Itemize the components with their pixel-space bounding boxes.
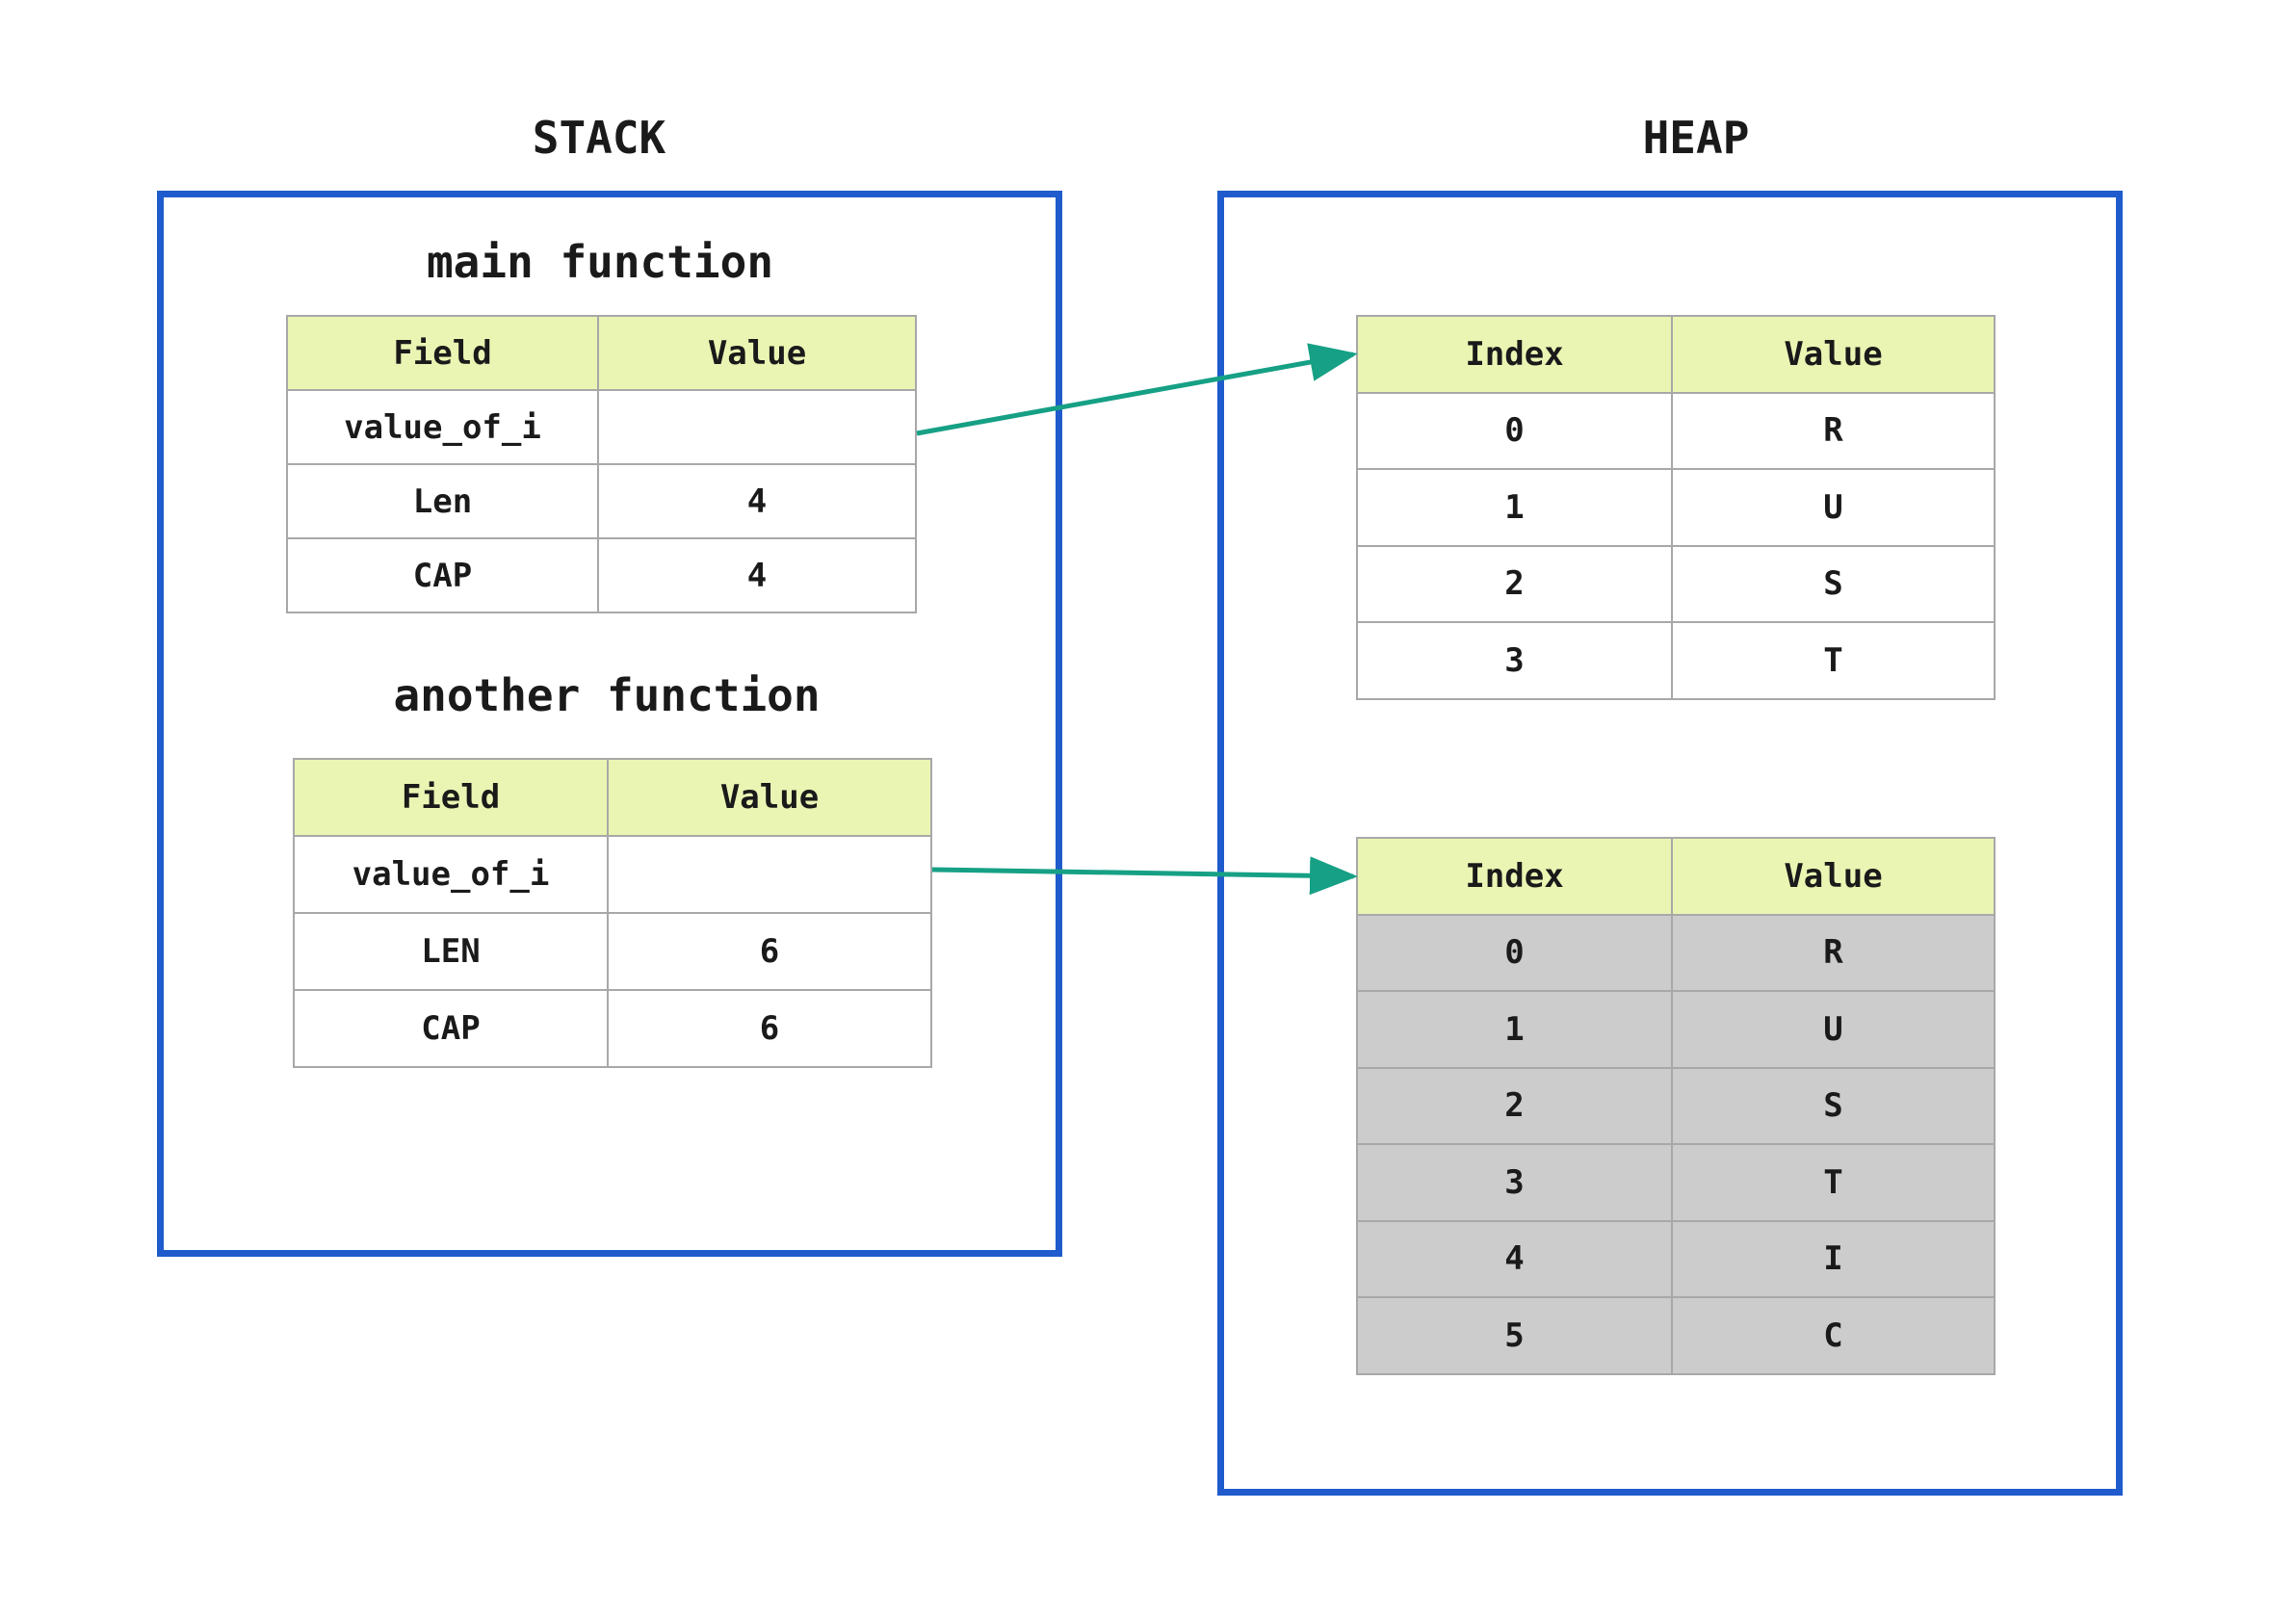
table-row: CAP 4 — [286, 537, 917, 613]
table-row: 2 S — [1356, 1066, 1996, 1145]
index-cell: 1 — [1356, 468, 1673, 547]
column-header: Value — [607, 758, 932, 837]
column-header: Value — [1671, 315, 1996, 394]
another-function-table: Field Value value_of_i LEN 6 CAP 6 — [293, 758, 932, 1068]
field-cell: CAP — [293, 989, 609, 1068]
pointer-cell — [597, 389, 917, 465]
heap-array-table-2: Index Value 0 R 1 U 2 S 3 T 4 I 5 C — [1356, 837, 1996, 1375]
index-cell: 2 — [1356, 544, 1673, 623]
value-cell: U — [1671, 990, 1996, 1069]
value-cell: U — [1671, 468, 1996, 547]
value-cell: C — [1671, 1296, 1996, 1375]
table-row: LEN 6 — [293, 912, 932, 991]
table-row: 2 S — [1356, 544, 1996, 623]
value-cell: T — [1671, 1143, 1996, 1222]
value-cell: T — [1671, 621, 1996, 700]
value-cell: 6 — [607, 912, 932, 991]
field-cell: LEN — [293, 912, 609, 991]
heap-region — [1217, 191, 2123, 1496]
pointer-cell — [607, 835, 932, 914]
stack-title: STACK — [532, 112, 666, 164]
table-row: value_of_i — [286, 389, 917, 465]
table-header-row: Index Value — [1356, 315, 1996, 394]
heap-array-table-1: Index Value 0 R 1 U 2 S 3 T — [1356, 315, 1996, 700]
table-row: 0 R — [1356, 391, 1996, 470]
table-row: 5 C — [1356, 1296, 1996, 1375]
column-header: Field — [286, 315, 599, 391]
table-row: 3 T — [1356, 621, 1996, 700]
index-cell: 0 — [1356, 913, 1673, 992]
field-cell: CAP — [286, 537, 599, 613]
value-cell: 6 — [607, 989, 932, 1068]
index-cell: 2 — [1356, 1066, 1673, 1145]
column-header: Value — [1671, 837, 1996, 916]
table-row: 0 R — [1356, 913, 1996, 992]
heap-title: HEAP — [1642, 112, 1750, 164]
table-row: Len 4 — [286, 463, 917, 539]
table-header-row: Field Value — [286, 315, 917, 391]
index-cell: 1 — [1356, 990, 1673, 1069]
table-header-row: Index Value — [1356, 837, 1996, 916]
index-cell: 3 — [1356, 1143, 1673, 1222]
table-row: CAP 6 — [293, 989, 932, 1068]
column-header: Index — [1356, 837, 1673, 916]
table-row: 1 U — [1356, 468, 1996, 547]
field-cell: Len — [286, 463, 599, 539]
table-row: 3 T — [1356, 1143, 1996, 1222]
column-header: Field — [293, 758, 609, 837]
value-cell: 4 — [597, 463, 917, 539]
column-header: Index — [1356, 315, 1673, 394]
main-function-table: Field Value value_of_i Len 4 CAP 4 — [286, 315, 917, 613]
value-cell: S — [1671, 544, 1996, 623]
index-cell: 3 — [1356, 621, 1673, 700]
value-cell: R — [1671, 391, 1996, 470]
stack-region — [157, 191, 1062, 1257]
table-header-row: Field Value — [293, 758, 932, 837]
value-cell: I — [1671, 1219, 1996, 1298]
field-cell: value_of_i — [286, 389, 599, 465]
table-row: 1 U — [1356, 990, 1996, 1069]
column-header: Value — [597, 315, 917, 391]
index-cell: 4 — [1356, 1219, 1673, 1298]
field-cell: value_of_i — [293, 835, 609, 914]
index-cell: 0 — [1356, 391, 1673, 470]
value-cell: R — [1671, 913, 1996, 992]
table-row: value_of_i — [293, 835, 932, 914]
main-function-title: main function — [426, 236, 774, 288]
index-cell: 5 — [1356, 1296, 1673, 1375]
another-function-title: another function — [393, 669, 821, 721]
table-row: 4 I — [1356, 1219, 1996, 1298]
value-cell: 4 — [597, 537, 917, 613]
value-cell: S — [1671, 1066, 1996, 1145]
